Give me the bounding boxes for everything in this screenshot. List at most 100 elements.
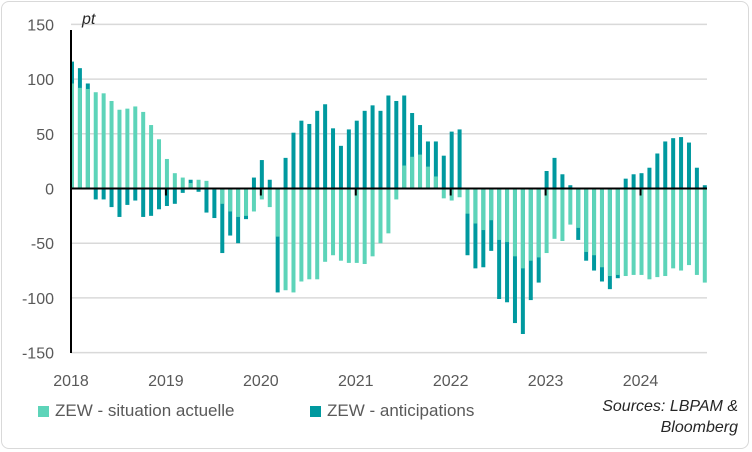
bar-situation (291, 188, 296, 293)
y-tick-label: 150 (27, 17, 54, 34)
x-tick-label: 2019 (148, 373, 184, 390)
bar-situation (560, 188, 565, 242)
bar-situation (354, 188, 359, 263)
x-tick-label: 2018 (53, 373, 89, 390)
bar-situation (552, 188, 557, 239)
bar-situation (623, 188, 628, 277)
bar-anticipations (93, 188, 98, 200)
bar-anticipations (291, 132, 296, 189)
bar-situation (378, 188, 383, 244)
bar-situation (568, 188, 573, 225)
bar-situation (528, 188, 533, 261)
bar-situation (394, 188, 399, 200)
bar-anticipations (473, 188, 478, 269)
bar-anticipations (331, 128, 336, 189)
bar-situation (576, 188, 581, 228)
bar-anticipations (180, 188, 185, 193)
legend-swatch-situation (38, 405, 49, 417)
bar-situation (457, 188, 462, 198)
x-tick-label: 2022 (433, 373, 469, 390)
bar-anticipations (394, 100, 399, 189)
bar-situation (236, 188, 241, 217)
bar-situation (244, 188, 249, 216)
bar-anticipations (275, 188, 280, 293)
bar-situation (599, 188, 604, 268)
bar-situation (694, 188, 699, 275)
bar-anticipations (686, 142, 691, 189)
bar-anticipations (338, 145, 343, 189)
bar-situation (93, 92, 98, 189)
bar-anticipations (378, 110, 383, 189)
x-tick-label: 2024 (623, 373, 659, 390)
bar-situation (362, 188, 367, 264)
bar-anticipations (457, 129, 462, 189)
legend-label-situation: ZEW - situation actuelle (55, 401, 235, 420)
bar-anticipations (441, 155, 446, 189)
bar-anticipations (386, 95, 391, 189)
bar-anticipations (204, 188, 209, 213)
bar-situation (164, 158, 169, 189)
bar-situation (441, 188, 446, 199)
x-tick-label: 2020 (243, 373, 279, 390)
bar-anticipations (465, 188, 470, 256)
bar-anticipations (560, 174, 565, 189)
bar-anticipations (655, 153, 660, 189)
bar-situation (671, 188, 676, 269)
y-tick-label: 0 (45, 182, 54, 199)
bar-anticipations (117, 188, 122, 217)
bar-situation (655, 188, 660, 278)
bar-anticipations (323, 104, 328, 189)
bar-situation (141, 111, 146, 189)
bar-situation (520, 188, 525, 269)
bar-situation (584, 188, 589, 252)
bar-situation (418, 154, 423, 189)
bar-situation (615, 188, 620, 275)
bar-situation (346, 188, 351, 263)
bar-anticipations (133, 188, 138, 201)
bar-situation (370, 188, 375, 257)
bar-situation (481, 188, 486, 231)
bar-anticipations (647, 167, 652, 189)
bar-situation (101, 93, 106, 189)
bar-situation (663, 188, 668, 277)
bar-anticipations (141, 188, 146, 217)
bar-anticipations (410, 113, 415, 189)
bar-anticipations (552, 157, 557, 189)
bar-situation (267, 188, 272, 208)
bar-situation (647, 188, 652, 280)
bar-anticipations (125, 188, 130, 205)
bar-situation (631, 188, 636, 275)
bar-situation (544, 188, 549, 254)
y-tick-label: -100 (22, 291, 54, 308)
bar-anticipations (370, 105, 375, 189)
bar-situation (180, 177, 185, 189)
y-tick-label: -50 (31, 236, 54, 253)
bar-situation (489, 188, 494, 221)
bar-anticipations (433, 141, 438, 189)
legend-swatch-anticipations (310, 405, 321, 417)
bar-anticipations (631, 174, 636, 189)
bar-situation (679, 188, 684, 271)
bar-anticipations (307, 123, 312, 189)
bar-situation (220, 188, 225, 204)
bar-situation (433, 176, 438, 189)
bar-anticipations (505, 188, 510, 303)
legend-item-situation: ZEW - situation actuelle (38, 401, 235, 421)
bar-situation (307, 188, 312, 280)
bar-situation (125, 108, 130, 189)
bar-situation (410, 156, 415, 189)
bar-anticipations (299, 120, 304, 189)
bar-situation (386, 188, 391, 234)
bar-situation (157, 139, 162, 189)
bar-anticipations (172, 188, 177, 204)
bar-anticipations (663, 141, 668, 189)
bar-situation (592, 188, 597, 256)
bar-anticipations (283, 157, 288, 189)
bar-anticipations (164, 188, 169, 207)
bar-situation (323, 188, 328, 262)
bar-anticipations (362, 110, 367, 189)
unit-label: pt (81, 11, 96, 28)
bar-anticipations (315, 110, 320, 189)
